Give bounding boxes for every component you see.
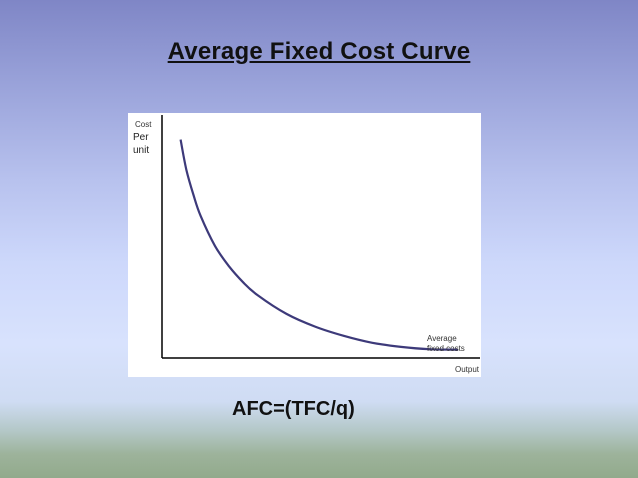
y-axis-label-line-1: Cost <box>135 120 152 129</box>
curve-label-line-1: Average <box>427 334 457 343</box>
x-axis-label: Output <box>455 365 480 374</box>
afc-curve <box>179 139 459 351</box>
y-axis-label-line-3: unit <box>133 145 149 156</box>
afc-chart: Cost Per unit Average fixed costs Output <box>133 115 480 374</box>
afc-formula: AFC=(TFC/q) <box>232 398 355 420</box>
y-axis-label-line-2: Per <box>133 132 149 143</box>
chart-panel: Cost Per unit Average fixed costs Output <box>128 113 481 377</box>
curve-label-line-2: fixed costs <box>427 344 465 353</box>
slide-title: Average Fixed Cost Curve <box>167 38 471 65</box>
